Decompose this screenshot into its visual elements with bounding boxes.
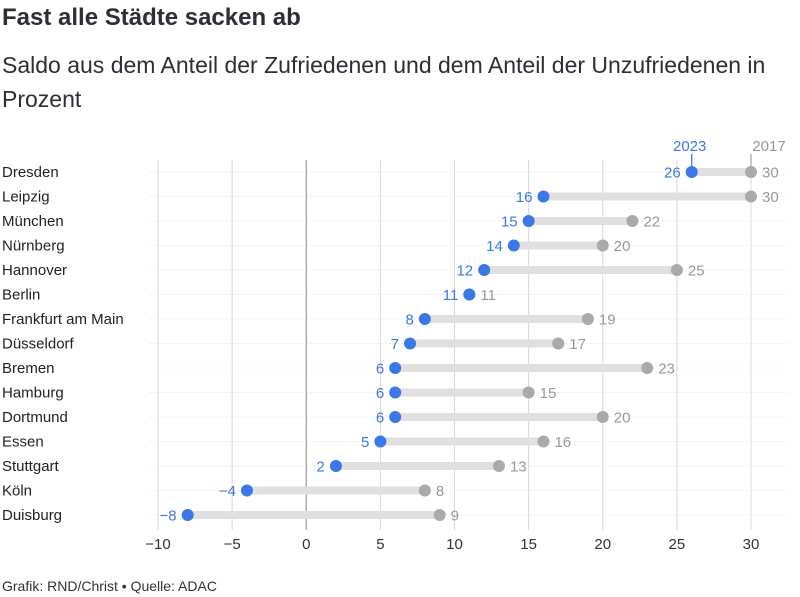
value-label-2023: 6 — [376, 385, 384, 402]
dot-2023 — [685, 166, 698, 178]
value-label-2017: 22 — [643, 214, 660, 231]
city-label: Leipzig — [2, 189, 50, 206]
dot-2017 — [670, 264, 683, 276]
dot-2017 — [418, 484, 431, 497]
value-label-2017: 11 — [480, 287, 496, 304]
chart-subtitle: Saldo aus dem Anteil der Zufriedenen und… — [2, 52, 766, 112]
city-label: Frankfurt am Main — [2, 311, 124, 328]
value-label-2023: 11 — [443, 287, 459, 304]
value-label-2017: 13 — [510, 459, 527, 476]
dot-2023 — [522, 215, 535, 227]
city-label: München — [2, 213, 64, 230]
value-label-2017: 25 — [688, 263, 705, 280]
value-label-2017: 30 — [762, 189, 779, 206]
value-label-2017: 17 — [569, 336, 586, 353]
value-label-2023: −4 — [219, 483, 236, 500]
city-label: Bremen — [2, 360, 55, 377]
dot-2017 — [745, 166, 757, 178]
value-label-2023: 7 — [391, 336, 399, 353]
dot-2023 — [507, 239, 520, 252]
dot-2017 — [552, 337, 565, 350]
x-tick-label: 25 — [669, 536, 686, 553]
value-label-2017: 9 — [451, 508, 459, 525]
value-label-2023: 6 — [376, 361, 384, 378]
value-label-2023: 2 — [317, 459, 325, 476]
city-label: Essen — [2, 434, 44, 451]
x-tick-label: −10 — [145, 536, 170, 553]
dot-2023 — [389, 411, 402, 423]
value-label-2017: 16 — [554, 434, 571, 451]
value-label-2023: 26 — [664, 165, 681, 182]
city-label: Dresden — [2, 164, 59, 181]
value-label-2023: 12 — [456, 263, 473, 280]
dot-2017 — [641, 362, 654, 374]
dot-2023 — [389, 386, 402, 399]
city-label: Berlin — [2, 287, 40, 304]
value-label-2023: 14 — [486, 238, 503, 255]
dot-2023 — [418, 313, 431, 325]
dot-2017 — [626, 215, 639, 227]
value-label-2023: 8 — [406, 312, 414, 329]
value-label-2023: 5 — [361, 434, 369, 451]
city-label: Nürnberg — [2, 238, 65, 255]
legend-label-2023: 2023 — [673, 138, 706, 155]
city-label: Düsseldorf — [2, 336, 75, 353]
value-label-2023: 6 — [376, 410, 384, 427]
chart-title: Fast alle Städte sacken ab — [2, 4, 301, 31]
dot-2017 — [522, 386, 535, 399]
city-label: Köln — [2, 483, 32, 500]
x-tick-label: 20 — [594, 536, 611, 553]
dot-2017 — [745, 190, 757, 203]
value-label-2017: 19 — [599, 312, 616, 329]
x-tick-label: 0 — [302, 536, 310, 553]
source-credit: Grafik: RND/Christ • Quelle: ADAC — [2, 578, 217, 594]
value-label-2017: 8 — [436, 483, 444, 500]
city-label: Stuttgart — [2, 458, 60, 475]
x-tick-label: 15 — [520, 536, 537, 553]
dot-2023 — [478, 264, 491, 276]
dot-2017 — [596, 239, 609, 252]
value-label-2023: 16 — [516, 189, 533, 206]
dot-2017 — [433, 509, 446, 521]
dot-2017 — [596, 411, 609, 423]
x-tick-label: 10 — [446, 536, 463, 553]
dot-2023 — [240, 484, 253, 497]
city-label: Hamburg — [2, 385, 64, 402]
city-label: Duisburg — [2, 507, 62, 524]
legend-label-2017: 2017 — [752, 138, 785, 155]
x-tick-label: −5 — [224, 536, 241, 553]
x-tick-label: 5 — [376, 536, 384, 553]
dot-2017 — [581, 313, 594, 325]
value-label-2017: 23 — [658, 361, 675, 378]
dot-2023 — [463, 288, 476, 301]
value-label-2017: 20 — [614, 410, 631, 427]
value-label-2023: 15 — [501, 214, 518, 231]
value-label-2017: 15 — [540, 385, 557, 402]
dot-2023 — [537, 190, 550, 203]
dot-2023 — [389, 362, 402, 374]
value-label-2017: 20 — [614, 238, 631, 255]
dot-2023 — [374, 435, 387, 448]
city-label: Dortmund — [2, 409, 68, 426]
dot-2017 — [537, 435, 550, 448]
value-label-2023: −8 — [160, 508, 177, 525]
dot-2023 — [329, 460, 342, 472]
city-label: Hannover — [2, 262, 67, 279]
dot-2023 — [181, 509, 194, 521]
dot-2017 — [492, 460, 505, 472]
dot-2023 — [404, 337, 417, 350]
x-tick-label: 30 — [743, 536, 760, 553]
value-label-2017: 30 — [762, 165, 779, 182]
